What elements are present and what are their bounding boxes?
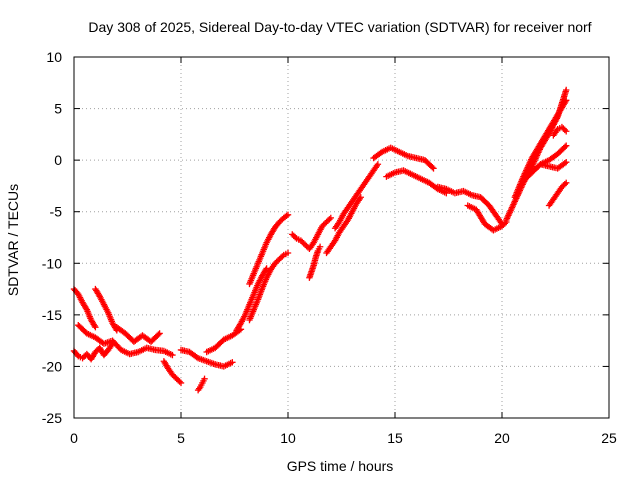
data-point <box>156 330 163 337</box>
data-point <box>561 181 568 188</box>
x-tick-label: 0 <box>70 430 78 446</box>
data-point <box>177 379 185 387</box>
y-tick-label: -15 <box>42 307 62 323</box>
y-tick-label: 10 <box>46 49 62 65</box>
data-point <box>279 253 286 260</box>
data-point <box>74 351 81 359</box>
data-point <box>316 243 324 250</box>
data-point <box>561 126 568 134</box>
data-point <box>284 249 292 257</box>
x-tick-label: 20 <box>494 430 510 446</box>
data-point <box>563 179 570 187</box>
data-point <box>176 378 183 385</box>
data-point <box>561 143 569 151</box>
x-tick-label: 10 <box>280 430 296 446</box>
data-point <box>357 194 364 201</box>
axis-ticks <box>73 56 610 419</box>
data-point <box>327 214 334 222</box>
x-tick-label: 25 <box>601 430 617 446</box>
data-point <box>155 331 162 338</box>
y-tick-label: 0 <box>54 152 62 168</box>
data-point <box>563 86 570 94</box>
y-axis-label: SDTVAR / TECUs <box>5 184 21 296</box>
x-tick-labels: 0 5 10 15 20 25 <box>70 430 617 446</box>
data-point <box>291 233 299 241</box>
chart-title: Day 308 of 2025, Sidereal Day-to-day VTE… <box>88 19 591 35</box>
data-point <box>91 322 98 329</box>
data-point <box>563 159 570 166</box>
y-tick-label: 5 <box>54 101 62 117</box>
x-tick-label: 15 <box>387 430 403 446</box>
data-point <box>263 265 270 272</box>
plot-frame <box>73 56 610 419</box>
grid-lines <box>74 57 609 418</box>
data-point <box>92 324 99 331</box>
data-point <box>229 359 236 366</box>
data-point <box>429 164 436 171</box>
data-point <box>561 160 568 167</box>
data-point <box>169 351 176 359</box>
data-point <box>563 97 570 104</box>
x-tick-label: 5 <box>177 430 185 446</box>
data-point <box>201 375 208 383</box>
y-tick-label: -5 <box>50 204 63 220</box>
data-point <box>374 161 382 168</box>
data-point <box>284 211 292 219</box>
data-point <box>501 220 509 227</box>
y-tick-label: -20 <box>42 358 62 374</box>
data-point <box>430 165 437 172</box>
y-tick-labels: -25 -20 -15 -10 -5 0 5 10 <box>42 49 62 426</box>
data-points <box>70 86 570 394</box>
data-point <box>562 98 569 105</box>
x-axis-label: GPS time / hours <box>287 458 394 474</box>
data-point <box>326 216 333 223</box>
y-tick-label: -25 <box>42 410 62 426</box>
data-point <box>563 128 570 135</box>
data-point <box>283 212 290 220</box>
y-tick-label: -10 <box>42 255 62 271</box>
data-point <box>563 142 570 149</box>
